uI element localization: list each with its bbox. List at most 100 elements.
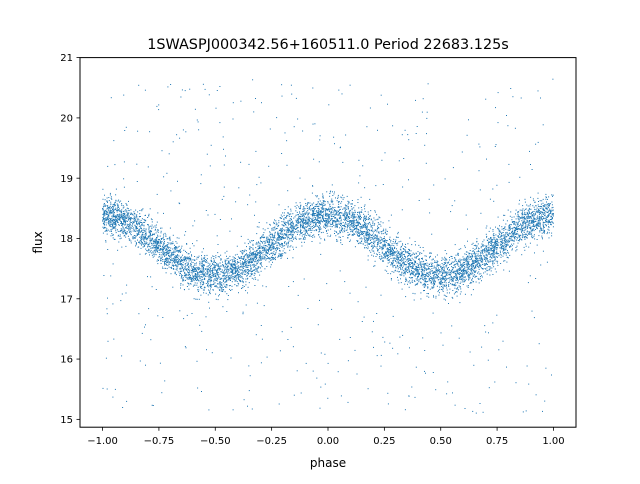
data-point [249,252,251,254]
data-point [217,268,219,270]
data-point [191,278,193,280]
data-point [474,271,476,273]
data-point [408,260,409,262]
data-point [514,238,516,240]
data-point [406,251,408,253]
data-point [485,247,487,249]
data-point [208,274,210,276]
data-point [522,223,524,225]
data-point [274,237,276,239]
data-point [183,280,185,282]
data-point [102,232,104,234]
data-point [497,253,499,255]
data-point [506,231,508,233]
data-point [150,231,152,233]
data-point [533,225,534,227]
data-point [506,243,508,245]
data-point [216,273,218,275]
data-point [193,265,194,267]
data-point [241,258,243,260]
data-point [134,218,136,219]
data-point [105,224,107,226]
data-point [417,251,419,253]
data-point [355,228,357,229]
data-point [485,259,487,261]
data-point [166,261,168,263]
data-point [289,215,291,217]
data-point [235,267,237,269]
data-point [323,225,325,227]
data-point [319,242,321,244]
data-point [358,207,360,209]
data-point [365,227,367,229]
data-point [115,221,117,222]
data-point [439,288,441,290]
data-point [172,259,173,261]
data-point [196,276,197,278]
data-point [371,241,373,243]
data-point [543,231,545,233]
data-point [457,272,459,274]
data-point [153,233,155,235]
data-point [445,273,447,275]
data-point [341,201,343,203]
data-point [488,246,490,248]
data-point [266,255,268,257]
data-point [418,244,420,246]
data-point [180,268,182,270]
data-point [385,251,386,253]
data-point [479,259,481,261]
data-point [355,218,357,220]
data-point [417,255,419,257]
data-point [228,277,230,278]
data-point [273,246,274,248]
data-point [217,299,219,301]
data-point [441,286,442,287]
data-point [284,221,286,223]
data-point [278,255,280,257]
data-point [404,246,406,247]
data-point [534,226,536,227]
data-point [455,272,457,274]
data-point [485,260,487,262]
data-point [209,278,211,280]
data-point [448,271,450,273]
data-point [126,204,128,206]
data-point [313,219,315,221]
data-point [182,284,184,286]
data-point [264,245,266,246]
data-point [548,203,550,204]
data-point [477,243,479,245]
data-point [224,281,226,283]
data-point [109,205,111,207]
data-point [436,260,438,262]
data-point [304,228,306,230]
data-point [237,256,239,258]
data-point [324,224,326,226]
data-point [528,212,530,214]
data-point [232,278,234,280]
data-point [206,261,208,263]
data-point [342,231,344,233]
data-point [350,203,352,205]
data-point [478,247,479,249]
data-point [314,236,316,238]
data-point [262,254,264,256]
data-point [211,280,213,282]
data-point [199,271,201,273]
data-point [146,242,148,244]
data-point [149,240,151,242]
data-point [511,228,513,229]
data-point [422,269,423,271]
data-point [159,245,161,247]
data-point [547,198,548,200]
data-point [199,277,201,279]
data-point [493,248,495,250]
data-point [412,262,414,264]
data-point [300,216,302,218]
data-point [417,272,419,274]
data-point [143,234,145,236]
data-point [329,195,331,197]
data-point [530,228,532,229]
data-point [116,216,118,218]
